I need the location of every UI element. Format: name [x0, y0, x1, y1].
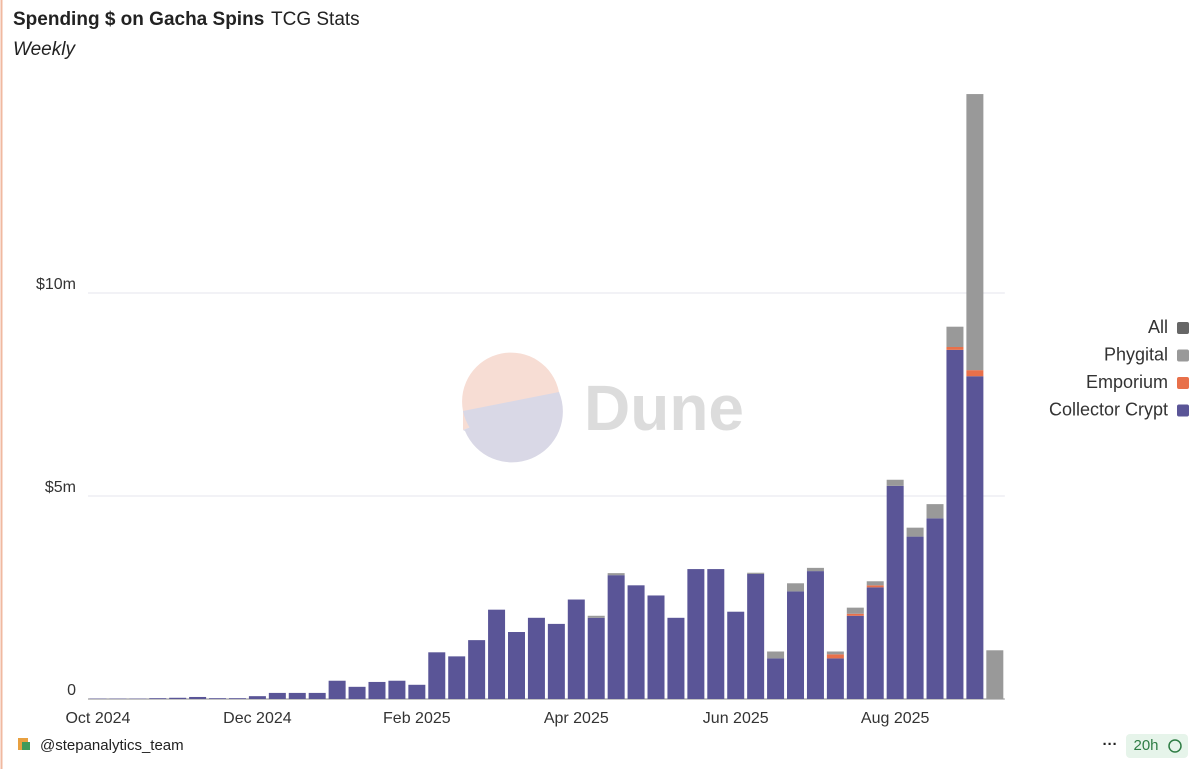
bar-segment	[826, 654, 844, 659]
bar-segment	[767, 658, 785, 699]
chart-title: Spending $ on Gacha Spins	[13, 9, 264, 30]
bar-segment	[408, 684, 426, 699]
bar-segment	[966, 94, 984, 371]
bar-segment	[767, 651, 785, 659]
bar-segment	[587, 615, 605, 618]
bar-segment	[488, 609, 506, 699]
bar-segment	[966, 370, 984, 377]
freshness-text: 20h	[1133, 737, 1158, 754]
x-tick-label: Oct 2024	[65, 710, 130, 727]
bar-segment	[906, 527, 924, 537]
bar-segment	[348, 686, 366, 699]
legend-label: Emporium	[1086, 372, 1168, 392]
bar-segment	[966, 376, 984, 699]
legend-swatch	[1177, 349, 1189, 362]
y-tick-label: 0	[67, 682, 76, 699]
bar-segment	[687, 569, 705, 699]
bar-segment	[787, 583, 805, 592]
bar-segment	[886, 485, 904, 699]
bar-segment	[866, 581, 884, 586]
bar-segment	[926, 504, 944, 519]
bar-segment	[527, 617, 545, 699]
bar-segment	[248, 696, 266, 699]
bar-segment	[567, 599, 585, 699]
bar-segment	[468, 640, 486, 699]
x-tick-label: Apr 2025	[544, 710, 609, 727]
legend-swatch	[1177, 404, 1189, 417]
watermark-logo-bottom-fill	[463, 392, 560, 451]
bar-segment	[946, 326, 964, 347]
bar-segment	[368, 681, 386, 699]
bar-segment	[747, 573, 765, 699]
bar-segment	[846, 613, 864, 616]
bar-segment	[288, 692, 306, 699]
bar-segment	[209, 698, 227, 699]
bar-segment	[826, 651, 844, 655]
bar-segment	[587, 617, 605, 699]
footer-icon-part	[22, 742, 30, 750]
y-tick-label: $5m	[45, 479, 76, 496]
bar-segment	[906, 536, 924, 699]
bar-segment	[806, 571, 824, 699]
x-tick-label: Dec 2024	[223, 710, 292, 727]
bar-segment	[946, 346, 964, 350]
bar-segment	[169, 697, 187, 699]
y-tick-label: $10m	[36, 276, 76, 293]
bar-segment	[308, 692, 326, 699]
bar-segment	[946, 349, 964, 699]
bar-segment	[707, 569, 725, 699]
watermark: Dune	[462, 352, 744, 463]
bar-segment	[428, 652, 446, 699]
chart-source: TCG Stats	[271, 9, 360, 30]
bar-segment	[727, 611, 745, 699]
bar-segment	[388, 680, 406, 699]
footer-menu[interactable]: ···	[1103, 736, 1118, 753]
bar-segment	[547, 623, 565, 699]
bar-segment	[607, 573, 625, 576]
legend-swatch	[1177, 377, 1189, 389]
bar-segment	[806, 567, 824, 572]
bar-segment	[747, 572, 765, 574]
bar-segment	[787, 591, 805, 699]
bar-segment	[328, 680, 346, 699]
x-tick-label: Feb 2025	[383, 710, 451, 727]
bar-segment	[627, 585, 645, 699]
bar-segment	[846, 615, 864, 699]
bar-segment	[268, 692, 286, 699]
x-tick-label: Jun 2025	[703, 710, 769, 727]
chart-subtitle: Weekly	[13, 39, 76, 60]
bar-segment	[667, 617, 685, 699]
bar-segment	[507, 632, 525, 699]
legend-label: Phygital	[1104, 344, 1168, 364]
freshness-icon	[1168, 739, 1182, 753]
bar-segment	[986, 650, 1004, 699]
bar-segment	[826, 658, 844, 699]
bar-segment	[886, 479, 904, 486]
x-tick-label: Aug 2025	[861, 710, 930, 727]
bar-segment	[926, 518, 944, 699]
footer-author: @stepanalytics_team	[40, 737, 184, 754]
legend-label: Collector Crypt	[1049, 399, 1168, 419]
bar-segment	[607, 575, 625, 699]
legend-swatch	[1177, 322, 1189, 334]
footer: @stepanalytics_team ··· 20h	[18, 734, 1188, 758]
bar-segment	[647, 595, 665, 699]
watermark-text: Dune	[584, 372, 744, 444]
bar-segment	[846, 607, 864, 614]
bar-segment	[448, 656, 466, 699]
bar-segment	[149, 698, 167, 699]
bar-segment	[866, 587, 884, 699]
bar-segment	[866, 585, 884, 588]
bar-segment	[228, 698, 246, 699]
legend-label: All	[1148, 317, 1168, 337]
bar-segment	[189, 696, 207, 699]
